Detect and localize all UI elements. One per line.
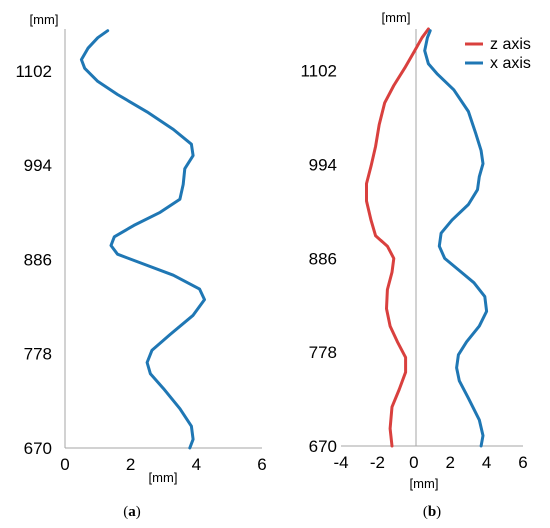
panel-b-y-ticks: 670 778 886 994 1102 — [300, 62, 337, 456]
y-tick-label: 1102 — [300, 62, 337, 81]
x-tick-label: -4 — [333, 453, 348, 472]
panel-b-caption: (b) — [423, 504, 441, 520]
panel-b-x-ticks: -4 -2 0 2 4 6 — [333, 453, 527, 472]
panel-b-x-unit: [mm] — [410, 476, 439, 491]
panel-a-y-ticks: 670 778 886 994 1102 — [15, 62, 52, 458]
x-tick-label: 2 — [126, 455, 135, 474]
panel-b-series — [365, 27, 489, 448]
panel-a: 670 778 886 994 1102 0 2 4 6 [mm] [mm] (a) — [15, 12, 266, 520]
y-tick-label: 1102 — [15, 62, 52, 81]
panel-a-x-unit: [mm] — [149, 470, 178, 485]
series-line — [423, 29, 489, 448]
y-tick-label: 778 — [309, 343, 337, 362]
legend-label: x axis — [490, 55, 531, 72]
y-tick-label: 670 — [309, 437, 337, 456]
x-tick-label: 0 — [60, 455, 69, 474]
panel-b-legend: z axis x axis — [465, 36, 531, 72]
y-tick-label: 778 — [24, 345, 52, 364]
panel-a-x-ticks: 0 2 4 6 — [60, 455, 266, 474]
series-line — [365, 27, 430, 448]
panel-b: 670 778 886 994 1102 -4 -2 0 2 4 6 [mm] [mm] z ax… — [300, 10, 530, 520]
x-tick-label: 6 — [257, 455, 266, 474]
panel-b-y-unit: [mm] — [382, 10, 411, 25]
x-tick-label: 4 — [192, 455, 201, 474]
panel-a-y-unit: [mm] — [30, 12, 59, 27]
x-tick-label: 4 — [482, 453, 491, 472]
x-tick-label: -2 — [370, 453, 385, 472]
x-tick-label: 6 — [518, 453, 527, 472]
y-tick-label: 994 — [309, 156, 337, 175]
y-tick-label: 886 — [309, 249, 337, 268]
y-tick-label: 670 — [24, 439, 52, 458]
x-tick-label: 2 — [445, 453, 454, 472]
y-tick-label: 886 — [24, 250, 52, 269]
y-tick-label: 994 — [24, 156, 52, 175]
legend-label: z axis — [490, 36, 531, 53]
series-line — [79, 29, 206, 450]
panel-a-caption: (a) — [123, 504, 141, 520]
x-tick-label: 0 — [409, 453, 418, 472]
panel-a-series — [79, 29, 206, 450]
